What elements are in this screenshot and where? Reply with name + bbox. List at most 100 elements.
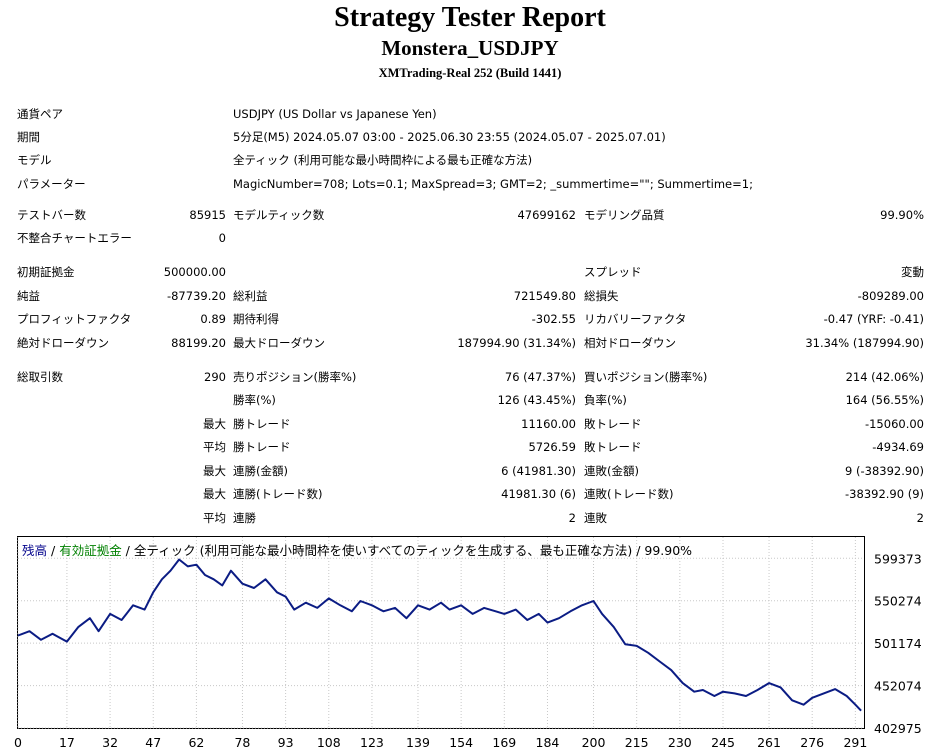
stat-value: 126 (43.45%) — [497, 393, 576, 407]
x-tick-label: 215 — [625, 735, 649, 750]
server-name: XMTrading-Real 252 (Build 1441) — [378, 66, 562, 80]
stat-label: 買いポジション(勝率%) — [584, 370, 708, 384]
info-value: 5分足(M5) 2024.05.07 03:00 - 2025.06.30 23… — [233, 130, 666, 144]
info-label: パラメーター — [17, 177, 86, 191]
stat-value: -38392.90 (9) — [845, 487, 924, 501]
info-label: 通貨ペア — [17, 107, 63, 121]
stat-label: 敗トレード — [584, 417, 642, 431]
stat-value: 変動 — [901, 265, 924, 279]
stat-label: 連敗(金額) — [584, 464, 639, 478]
x-tick-label: 32 — [102, 735, 118, 750]
stat-label: モデリング品質 — [584, 208, 665, 222]
stat-label: 勝トレード — [233, 417, 291, 431]
legend-equity: 有効証拠金 — [59, 543, 122, 558]
stat-label: 勝率(%) — [233, 393, 276, 407]
y-tick-label: 550274 — [874, 594, 922, 609]
stat-value: 164 (56.55%) — [845, 393, 924, 407]
stat-value: -809289.00 — [857, 289, 924, 303]
chart-legend: 残高 / 有効証拠金 / 全ティック (利用可能な最小時間枠を使いすべてのティッ… — [22, 540, 692, 559]
info-value: 全ティック (利用可能な最小時間枠による最も正確な方法) — [233, 153, 533, 167]
x-tick-label: 123 — [360, 735, 384, 750]
stat-label: 連勝 — [233, 511, 256, 525]
stat-value: 0 — [218, 231, 226, 245]
stat-value: 500000.00 — [163, 265, 226, 279]
x-tick-label: 276 — [800, 735, 824, 750]
x-tick-label: 17 — [59, 735, 75, 750]
stat-label: 勝トレード — [233, 440, 291, 454]
stat-value: 9 (-38392.90) — [845, 464, 924, 478]
y-tick-label: 599373 — [874, 551, 922, 566]
info-value: USDJPY (US Dollar vs Japanese Yen) — [233, 107, 437, 121]
x-tick-label: 0 — [14, 735, 22, 750]
stat-value: 0.89 — [200, 312, 226, 326]
stat-label: 初期証拠金 — [17, 265, 75, 279]
stat-label: リカバリーファクタ — [584, 312, 687, 326]
stat-label: 売りポジション(勝率%) — [233, 370, 357, 384]
legend-balance: 残高 — [22, 543, 48, 558]
stat-value: 2 — [568, 511, 576, 525]
info-label: モデル — [17, 153, 52, 167]
stat-label: 純益 — [17, 289, 40, 303]
stat-value: -0.47 (YRF: -0.41) — [823, 312, 924, 326]
y-tick-label: 402975 — [874, 721, 922, 736]
y-tick-label: 501174 — [874, 636, 922, 651]
stat-value: 290 — [204, 370, 226, 384]
stat-prefix: 平均 — [203, 440, 226, 454]
stat-label: テストバー数 — [17, 208, 86, 222]
legend-separator: / — [47, 543, 60, 558]
stat-label: 相対ドローダウン — [584, 336, 676, 350]
stat-value: 11160.00 — [521, 417, 576, 431]
x-tick-label: 62 — [188, 735, 204, 750]
stat-label: 敗トレード — [584, 440, 642, 454]
x-tick-label: 108 — [317, 735, 341, 750]
stat-label: 総損失 — [584, 289, 619, 303]
x-tick-label: 230 — [668, 735, 692, 750]
stat-value: 721549.80 — [513, 289, 576, 303]
ea-name: Monstera_USDJPY — [381, 36, 559, 60]
stat-label: プロフィットファクタ — [17, 312, 132, 326]
report-title: Strategy Tester Report — [334, 2, 606, 33]
balance-line — [17, 558, 862, 712]
stat-label: 連敗 — [584, 511, 607, 525]
x-tick-label: 200 — [582, 735, 606, 750]
stat-value: -15060.00 — [864, 417, 924, 431]
stat-value: 187994.90 (31.34%) — [457, 336, 576, 350]
x-tick-label: 184 — [536, 735, 560, 750]
y-tick-label: 452074 — [874, 679, 922, 694]
x-tick-label: 291 — [843, 735, 867, 750]
x-tick-label: 245 — [711, 735, 735, 750]
x-tick-label: 169 — [492, 735, 516, 750]
stat-value: 2 — [916, 511, 924, 525]
x-tick-label: 154 — [449, 735, 473, 750]
stat-value: 99.90% — [880, 208, 924, 222]
info-value: MagicNumber=708; Lots=0.1; MaxSpread=3; … — [233, 177, 753, 191]
stat-label: 絶対ドローダウン — [17, 336, 109, 350]
stat-value: -4934.69 — [872, 440, 924, 454]
x-tick-label: 139 — [406, 735, 430, 750]
x-tick-label: 93 — [278, 735, 294, 750]
stat-label: 負率(%) — [584, 393, 627, 407]
stat-label: 連勝(金額) — [233, 464, 288, 478]
stat-label: 総利益 — [233, 289, 268, 303]
stat-label: 連敗(トレード数) — [584, 487, 674, 501]
stat-value: 31.34% (187994.90) — [805, 336, 924, 350]
stat-label: 総取引数 — [17, 370, 63, 384]
stat-value: -87739.20 — [166, 289, 226, 303]
x-tick-label: 47 — [145, 735, 161, 750]
stat-label: スプレッド — [584, 265, 642, 279]
legend-description: / 全ティック (利用可能な最小時間枠を使いすべてのティックを生成する、最も正確… — [121, 543, 693, 558]
stat-prefix: 最大 — [203, 464, 226, 478]
stat-value: 5726.59 — [528, 440, 576, 454]
stat-value: 41981.30 (6) — [501, 487, 576, 501]
stat-prefix: 最大 — [203, 417, 226, 431]
stat-label: 連勝(トレード数) — [233, 487, 323, 501]
stat-value: 214 (42.06%) — [845, 370, 924, 384]
stat-value: 76 (47.37%) — [504, 370, 576, 384]
info-label: 期間 — [17, 130, 40, 144]
stat-prefix: 平均 — [203, 511, 226, 525]
x-tick-label: 261 — [757, 735, 781, 750]
stat-value: 6 (41981.30) — [501, 464, 576, 478]
stat-label: 最大ドローダウン — [233, 336, 325, 350]
stat-label: 期待利得 — [233, 312, 279, 326]
